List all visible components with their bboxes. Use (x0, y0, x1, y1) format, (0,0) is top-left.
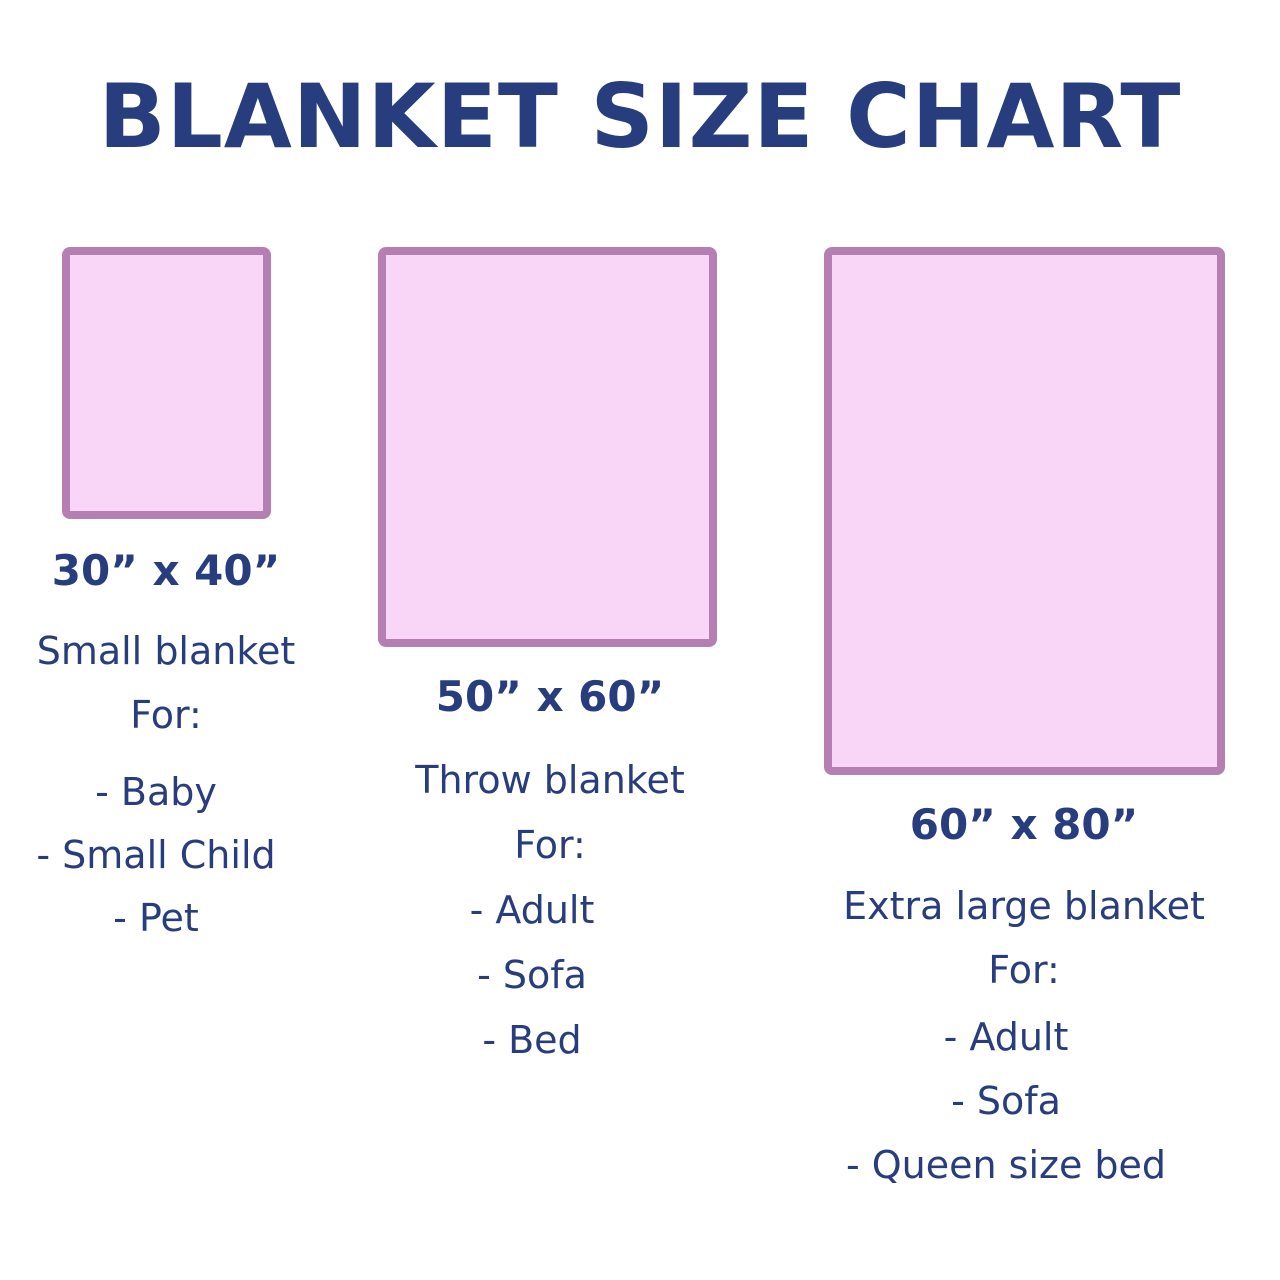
blanket-size: 60” x 80” (909, 800, 1139, 849)
use-item: - Small Child (36, 833, 276, 877)
use-item: - Bed (482, 1018, 582, 1062)
throw-blanket-shape (378, 247, 717, 647)
extra-large-blanket-shape (824, 247, 1225, 775)
blanket-name: Extra large blanket (843, 884, 1205, 928)
blanket-name: Throw blanket (415, 758, 685, 802)
use-item: - Sofa (951, 1079, 1061, 1123)
use-item: - Adult (943, 1015, 1069, 1059)
use-item: - Pet (113, 896, 199, 940)
use-item: - Baby (95, 770, 217, 814)
for-label: For: (130, 693, 202, 737)
blanket-size: 30” x 40” (51, 546, 281, 595)
for-label: For: (514, 823, 586, 867)
small-blanket-shape (62, 247, 271, 519)
use-item: - Queen size bed (845, 1143, 1167, 1187)
use-item: - Sofa (477, 953, 587, 997)
page-title: BLANKET SIZE CHART (98, 65, 1182, 168)
use-item: - Adult (469, 888, 595, 932)
blanket-size: 50” x 60” (435, 672, 665, 721)
blanket-name: Small blanket (36, 629, 296, 673)
for-label: For: (988, 948, 1060, 992)
